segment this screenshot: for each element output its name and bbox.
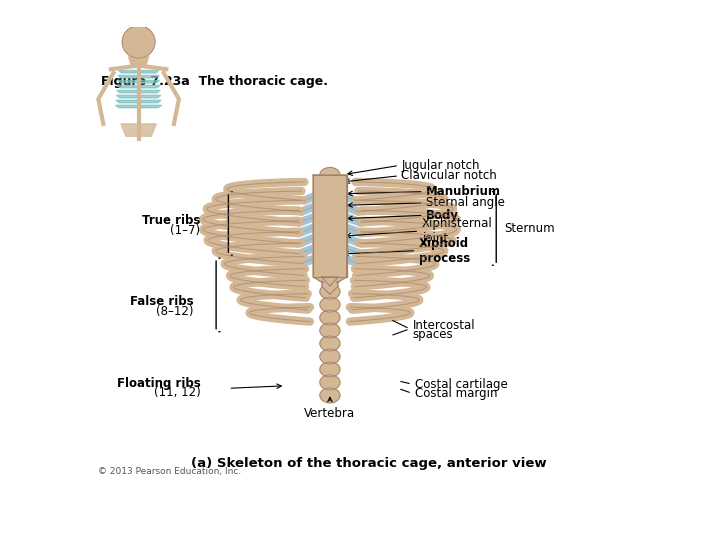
Circle shape bbox=[320, 167, 340, 183]
Circle shape bbox=[320, 245, 340, 260]
Polygon shape bbox=[116, 100, 161, 103]
Circle shape bbox=[320, 258, 340, 273]
Polygon shape bbox=[322, 277, 338, 286]
Circle shape bbox=[320, 323, 340, 338]
Circle shape bbox=[320, 206, 340, 221]
Polygon shape bbox=[128, 57, 148, 64]
Circle shape bbox=[320, 232, 340, 247]
Circle shape bbox=[320, 193, 340, 208]
Text: Sternum: Sternum bbox=[504, 222, 554, 235]
Text: (a) Skeleton of the thoracic cage, anterior view: (a) Skeleton of the thoracic cage, anter… bbox=[192, 457, 546, 470]
Text: True ribs: True ribs bbox=[142, 214, 200, 227]
Polygon shape bbox=[117, 95, 161, 98]
Polygon shape bbox=[118, 71, 158, 73]
Text: Jugular notch: Jugular notch bbox=[401, 159, 480, 172]
Circle shape bbox=[320, 180, 340, 195]
Text: Clavicular notch: Clavicular notch bbox=[401, 170, 497, 183]
Text: Xiphoid
process: Xiphoid process bbox=[419, 237, 470, 265]
Text: Xiphisternal
joint: Xiphisternal joint bbox=[422, 217, 492, 245]
Circle shape bbox=[320, 388, 340, 403]
Text: (1–7): (1–7) bbox=[171, 224, 200, 237]
Text: Body: Body bbox=[426, 209, 459, 222]
Text: Floating ribs: Floating ribs bbox=[117, 377, 200, 390]
Polygon shape bbox=[116, 105, 161, 108]
Polygon shape bbox=[121, 124, 156, 136]
Circle shape bbox=[320, 375, 340, 390]
Text: False ribs: False ribs bbox=[130, 295, 193, 308]
Polygon shape bbox=[117, 85, 160, 88]
Polygon shape bbox=[118, 76, 159, 78]
Text: Figure 7.23a  The thoracic cage.: Figure 7.23a The thoracic cage. bbox=[101, 75, 328, 88]
Text: Vertebra: Vertebra bbox=[305, 407, 356, 420]
Circle shape bbox=[320, 310, 340, 325]
Circle shape bbox=[320, 219, 340, 234]
Circle shape bbox=[320, 284, 340, 299]
Text: Manubrium: Manubrium bbox=[426, 185, 501, 198]
Polygon shape bbox=[313, 175, 347, 294]
Polygon shape bbox=[117, 90, 161, 93]
Circle shape bbox=[320, 336, 340, 351]
Circle shape bbox=[320, 297, 340, 312]
Text: Costal cartilage: Costal cartilage bbox=[415, 377, 508, 390]
Text: Intercostal: Intercostal bbox=[413, 319, 475, 332]
Circle shape bbox=[320, 349, 340, 364]
Polygon shape bbox=[313, 175, 347, 277]
Circle shape bbox=[320, 271, 340, 286]
Text: Costal margin: Costal margin bbox=[415, 387, 498, 400]
Text: © 2013 Pearson Education, Inc.: © 2013 Pearson Education, Inc. bbox=[99, 468, 242, 476]
Circle shape bbox=[320, 362, 340, 377]
Text: (8–12): (8–12) bbox=[156, 305, 193, 318]
Text: Sternal angle: Sternal angle bbox=[426, 197, 505, 210]
Circle shape bbox=[122, 26, 155, 58]
Polygon shape bbox=[133, 59, 143, 64]
Text: (11, 12): (11, 12) bbox=[154, 386, 200, 400]
Polygon shape bbox=[117, 80, 160, 83]
Text: spaces: spaces bbox=[413, 328, 453, 341]
